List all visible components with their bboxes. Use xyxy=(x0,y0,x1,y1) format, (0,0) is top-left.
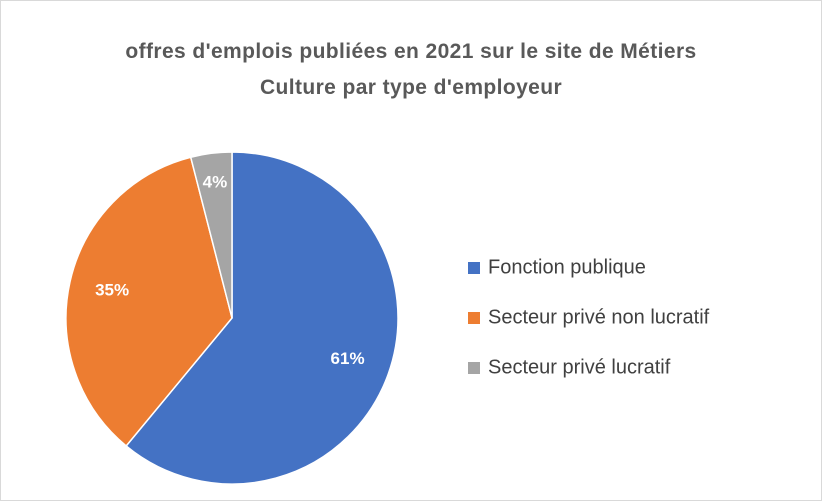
legend-swatch xyxy=(468,262,480,274)
data-label: 35% xyxy=(95,281,129,300)
legend-label: Secteur privé non lucratif xyxy=(488,306,710,328)
legend-swatch xyxy=(468,312,480,324)
legend-swatch xyxy=(468,362,480,374)
pie-slice xyxy=(189,151,233,319)
legend-label: Secteur privé lucratif xyxy=(488,356,671,378)
pie-slice xyxy=(125,151,399,485)
data-label: 4% xyxy=(203,172,228,191)
data-label: 61% xyxy=(331,349,365,368)
legend-label: Fonction publique xyxy=(488,256,646,278)
chart-title: offres d'emplois publiées en 2021 sur le… xyxy=(125,40,697,99)
pie-slice xyxy=(65,156,233,447)
